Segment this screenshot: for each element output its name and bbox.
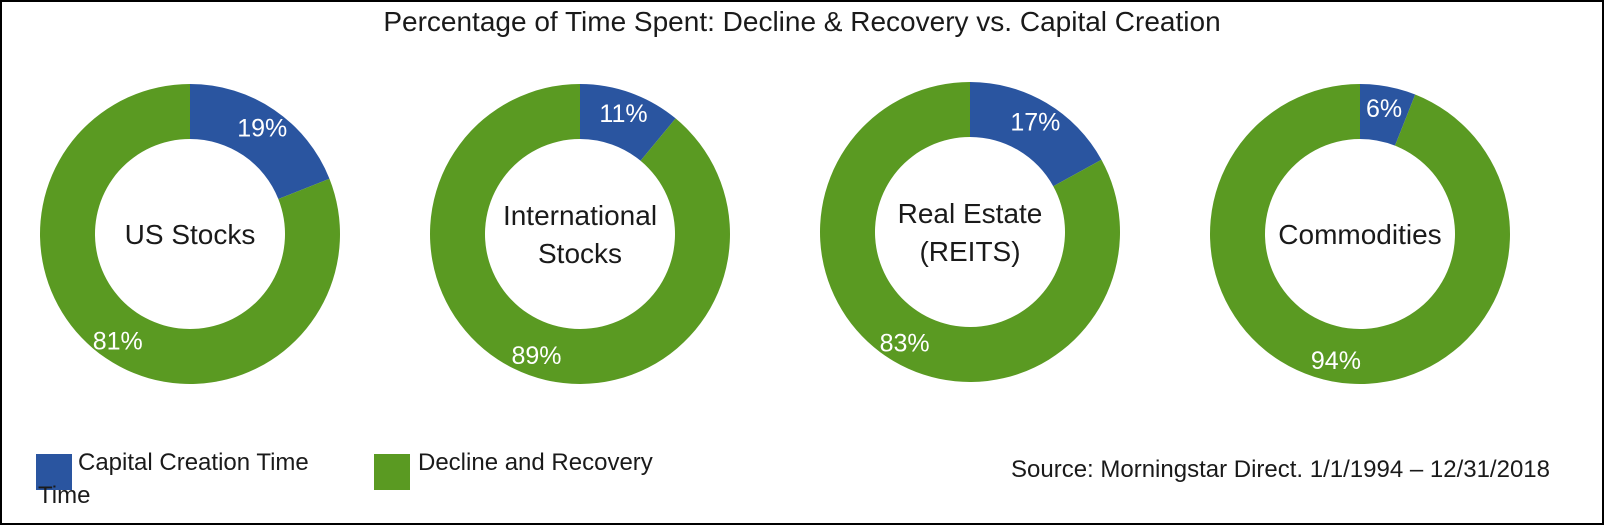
donut-2-slice-decline (820, 82, 1120, 382)
donut-0-label-capital: 19% (237, 115, 287, 143)
donut-2-center-label: Real Estate (898, 198, 1043, 229)
donut-1-center-label: International (503, 200, 657, 231)
legend-label-capital: Capital Creation Time (78, 449, 309, 476)
donut-charts: 19% 81% US Stocks 11% 89% International Stocks… (39, 82, 1510, 384)
donut-3-slice-capital (1360, 84, 1416, 146)
chart-title: Percentage of Time Spent: Decline & Reco… (383, 6, 1221, 37)
donut-1-slice-decline (430, 84, 730, 384)
donut-1-label-decline: 89% (511, 342, 561, 370)
legend-swatch-capital (36, 454, 72, 490)
donut-0-slice-decline (39, 84, 340, 384)
donut-2-label-decline: 83% (880, 330, 930, 358)
donut-2-center-label: (REITS) (919, 236, 1020, 267)
legend-label-decline: Decline and Recovery (418, 449, 653, 476)
source-note: Source: Morningstar Direct. 1/1/1994 – 1… (1011, 456, 1550, 483)
donut-1-slice-capital (580, 84, 676, 161)
donut-1-label-capital: 11% (599, 100, 647, 128)
donut-0-center-label: US Stocks (125, 219, 256, 250)
donut-3-slice-decline (1209, 84, 1510, 384)
donut-0-slice-capital (190, 84, 330, 200)
donut-3-center-label: Commodities (1278, 219, 1441, 250)
donut-3-label-decline: 94% (1311, 347, 1361, 375)
donut-2-label-capital: 17% (1010, 108, 1060, 136)
donut-2-slice-capital (970, 82, 1102, 187)
legend-label-capital-wrap: Time (38, 482, 91, 509)
donut-1-center-label: Stocks (538, 238, 622, 269)
donut-0-label-decline: 81% (93, 327, 143, 355)
donut-3-label-capital: 6% (1366, 95, 1402, 123)
legend-swatch-decline (374, 454, 410, 490)
